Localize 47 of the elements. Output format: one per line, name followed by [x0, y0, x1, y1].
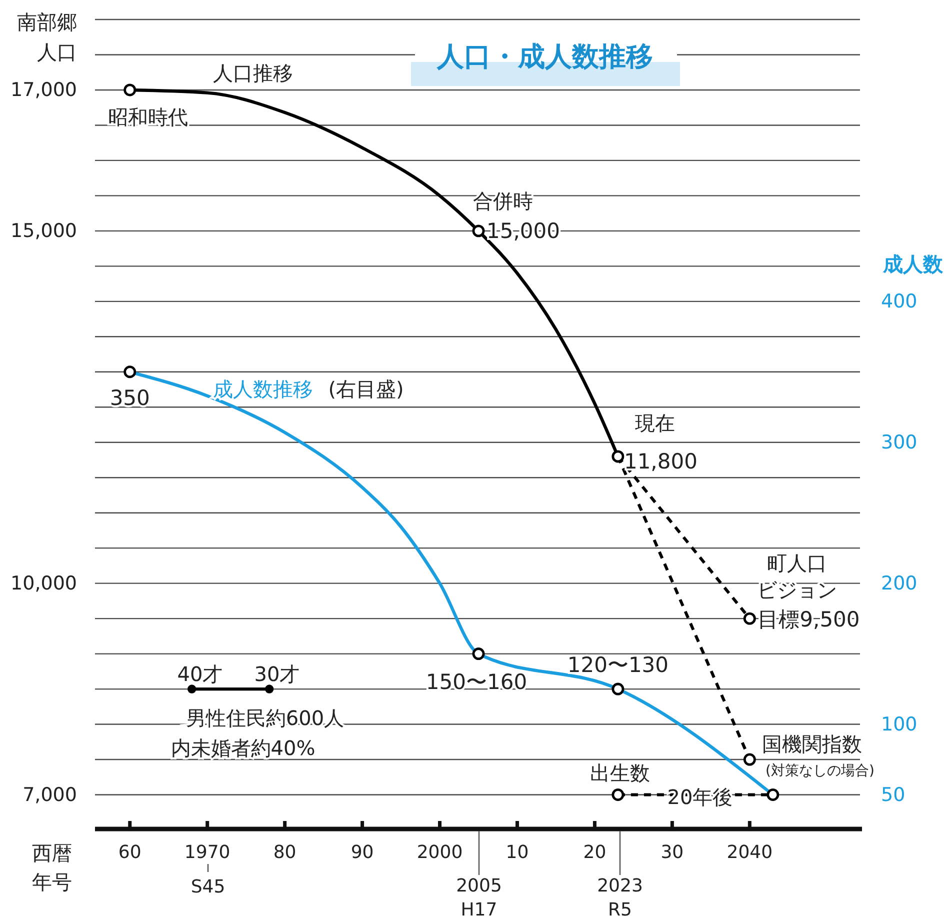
- x-tick-label: 2040: [726, 842, 773, 863]
- annotation: 合併時: [473, 189, 533, 213]
- annotation: 30才: [254, 662, 300, 686]
- text: 年号: [32, 870, 72, 894]
- annotation: 人口推移: [213, 61, 293, 85]
- data-label: 150〜160: [426, 670, 528, 694]
- x-tick-label: 20: [583, 842, 606, 863]
- annotation: 昭和時代: [108, 105, 188, 129]
- x-tick-label: 1970: [184, 842, 230, 863]
- x-axis-title: 西暦: [32, 841, 72, 865]
- annotation: ビジョン: [757, 578, 837, 602]
- y2-tick-label: 100: [881, 713, 918, 736]
- data-label: 11,800: [624, 449, 698, 474]
- data-label: 350: [110, 386, 150, 410]
- y2-axis-title: 成人数: [882, 252, 944, 276]
- x-tick-label: 90: [350, 842, 374, 863]
- text: 2023: [597, 876, 643, 896]
- annotation: 現在: [635, 411, 675, 435]
- text: R5: [608, 900, 632, 920]
- annotation: 内未婚者約40%: [170, 736, 316, 760]
- annotation: 国機関指数: [762, 732, 862, 756]
- data-label: 120〜130: [567, 653, 669, 678]
- y-tick-label: 15,000: [10, 220, 77, 242]
- annotation: 町人口: [767, 551, 827, 575]
- annotation: (対策なしの場合): [766, 763, 874, 779]
- x-tick-label: 60: [118, 842, 142, 863]
- x-tick-label: 30: [660, 842, 684, 863]
- text: 人口・成人数推移: [436, 42, 653, 72]
- text: 2005: [456, 876, 502, 896]
- text: S45: [190, 876, 226, 898]
- annotation: 40才: [177, 662, 223, 686]
- y2-tick-label: 50: [881, 784, 906, 806]
- y2-tick-label: 200: [881, 572, 918, 594]
- x-tick-label: 2000: [416, 842, 463, 863]
- annotation: 出生数: [590, 761, 650, 785]
- y2-tick-label: 400: [881, 290, 918, 312]
- text: H17: [460, 900, 498, 920]
- annotation: 男性住民約600人: [186, 706, 344, 730]
- annotation: 成人数推移: [213, 377, 313, 401]
- y-tick-label: 7,000: [22, 784, 77, 806]
- y2-tick-label: 300: [881, 431, 918, 454]
- y-tick-label: 17,000: [10, 79, 77, 102]
- x-tick-label: 80: [273, 842, 296, 863]
- annotation: (右目盛): [328, 377, 404, 401]
- y-axis-title: 南部郷人口: [17, 10, 77, 64]
- x-tick-label: 10: [506, 842, 529, 863]
- y-tick-label: 10,000: [10, 572, 77, 594]
